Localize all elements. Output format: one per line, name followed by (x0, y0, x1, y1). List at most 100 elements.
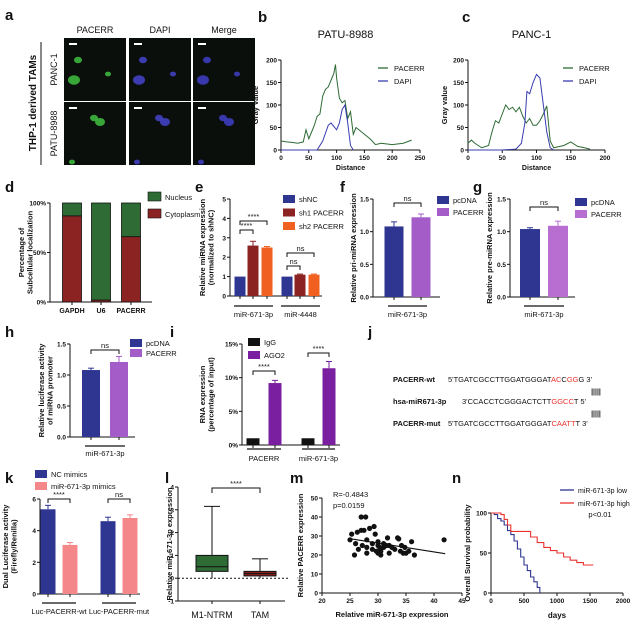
y-axis-label: Gray value (251, 86, 260, 124)
y-tick-label: 0.0 (57, 435, 66, 442)
bar-mir-671-3p-mimics (62, 544, 78, 594)
x-tick-label: 50 (305, 155, 313, 162)
sequence-segment: T 3' (576, 419, 589, 428)
x-tick-label: 100 (531, 155, 542, 162)
panel-label-k: k (5, 470, 14, 487)
data-point (355, 546, 361, 552)
column-header: PACERR (77, 25, 114, 35)
bar-pacerr (411, 217, 431, 297)
chart-title: PATU-8988 (318, 29, 374, 41)
group-label: miR-671-3p (524, 310, 563, 319)
y-tick-label: 10 (311, 572, 319, 579)
x-tick-label: 30 (374, 598, 382, 605)
sequence-segment: GG (567, 375, 579, 384)
bar-pcdna (384, 226, 404, 297)
bar-sh2-pacerr (308, 274, 320, 296)
y-axis-label: of miRNA promoter (46, 356, 55, 425)
image-background (64, 102, 126, 165)
x-tick-label: 0 (466, 155, 470, 162)
y-tick-label: 2 (222, 255, 226, 262)
significance-bracket (239, 220, 268, 225)
legend-swatch (575, 210, 587, 218)
bar-pcdna (82, 370, 100, 437)
y-tick-label: 4 (170, 485, 174, 492)
bar-shnc (234, 276, 246, 296)
y-tick-label: 2 (32, 560, 36, 567)
scale-bar (69, 107, 77, 109)
significance-bracket (529, 206, 559, 211)
cell (198, 159, 204, 165)
cell (139, 56, 147, 64)
y-tick-label: 5% (229, 409, 239, 416)
significance-label: **** (313, 344, 325, 353)
y-tick-label: 0.0 (360, 295, 369, 302)
series-line-pacerr (280, 64, 412, 146)
legend-label: IgG (264, 338, 276, 347)
cell (133, 75, 145, 85)
sequence-segment: T 5' (574, 397, 587, 406)
y-tick-label: 5 (222, 197, 226, 204)
bar-ago2 (268, 383, 282, 445)
x-tick-label: 0 (279, 155, 283, 162)
cell (160, 118, 170, 126)
significance-label: ns (540, 198, 548, 207)
microscopy-image (129, 38, 191, 101)
y-tick-label: 50 (457, 125, 465, 132)
column-header: Merge (211, 25, 237, 35)
y-axis-label: Percentage of (17, 227, 26, 277)
legend-label: sh1 PACERR (299, 209, 344, 218)
sequence-segment: G 3' (578, 375, 592, 384)
y-tick-label: 100 (453, 103, 464, 110)
data-point (364, 550, 370, 556)
bar-nucleus (121, 202, 141, 238)
legend-label: AGO2 (264, 351, 285, 360)
y-tick-label: 50 (270, 125, 278, 132)
legend-label: pcDNA (453, 196, 477, 205)
y-tick-label: 50 (311, 496, 319, 503)
panel-label-e: e (195, 179, 203, 196)
y-tick-label: -1 (168, 599, 174, 606)
y-tick-label: 1.5 (497, 197, 506, 204)
panel-label-n: n (452, 470, 461, 487)
data-point (358, 514, 364, 520)
x-tick-label: 200 (387, 155, 398, 162)
panel-label-i: i (170, 324, 174, 341)
x-tick-label: M1-NTRM (191, 610, 233, 620)
significance-bracket (252, 370, 276, 375)
y-tick-label: 6 (32, 497, 36, 504)
x-tick-label: 150 (565, 155, 576, 162)
row-label: PANC-1 (49, 53, 59, 85)
data-point (363, 514, 369, 520)
legend-label: DAPI (579, 77, 597, 86)
panel-label-m: m (290, 470, 303, 487)
microscopy-image (193, 102, 255, 165)
sequence-segment: C (561, 375, 567, 384)
panel-label-d: d (5, 179, 14, 196)
image-background (64, 38, 126, 101)
y-axis-label: Dual Luciferase activity (1, 504, 10, 589)
legend-swatch (437, 208, 449, 216)
x-tick-label: 45 (458, 598, 466, 605)
legend-swatch (130, 339, 142, 347)
y-tick-label: 200 (453, 58, 464, 65)
cell (69, 159, 75, 165)
sequence-segment: CAATT (552, 419, 576, 428)
legend-label: Nucleus (165, 193, 192, 202)
x-tick-label: 250 (415, 155, 426, 162)
data-point (406, 548, 412, 554)
y-tick-label: 0 (460, 148, 464, 155)
bar-igg (301, 438, 315, 445)
y-tick-label: 0 (32, 592, 36, 599)
image-background (193, 38, 255, 101)
cell (105, 71, 111, 77)
bar-nc-mimics (40, 509, 56, 594)
sequence-name: PACERR-wt (393, 375, 435, 384)
y-tick-label: 2 (170, 530, 174, 537)
y-tick-label: 100 (266, 103, 277, 110)
significance-label: ns (290, 257, 298, 266)
legend-swatch (35, 482, 47, 490)
sequence-segment: 5'TGATCGCCTTGGATGGGAT (448, 419, 552, 428)
x-tick-label: 150 (359, 155, 370, 162)
y-axis-label: Relative PACERR expression (296, 493, 305, 597)
y-axis-label: RNA expression (198, 365, 207, 423)
